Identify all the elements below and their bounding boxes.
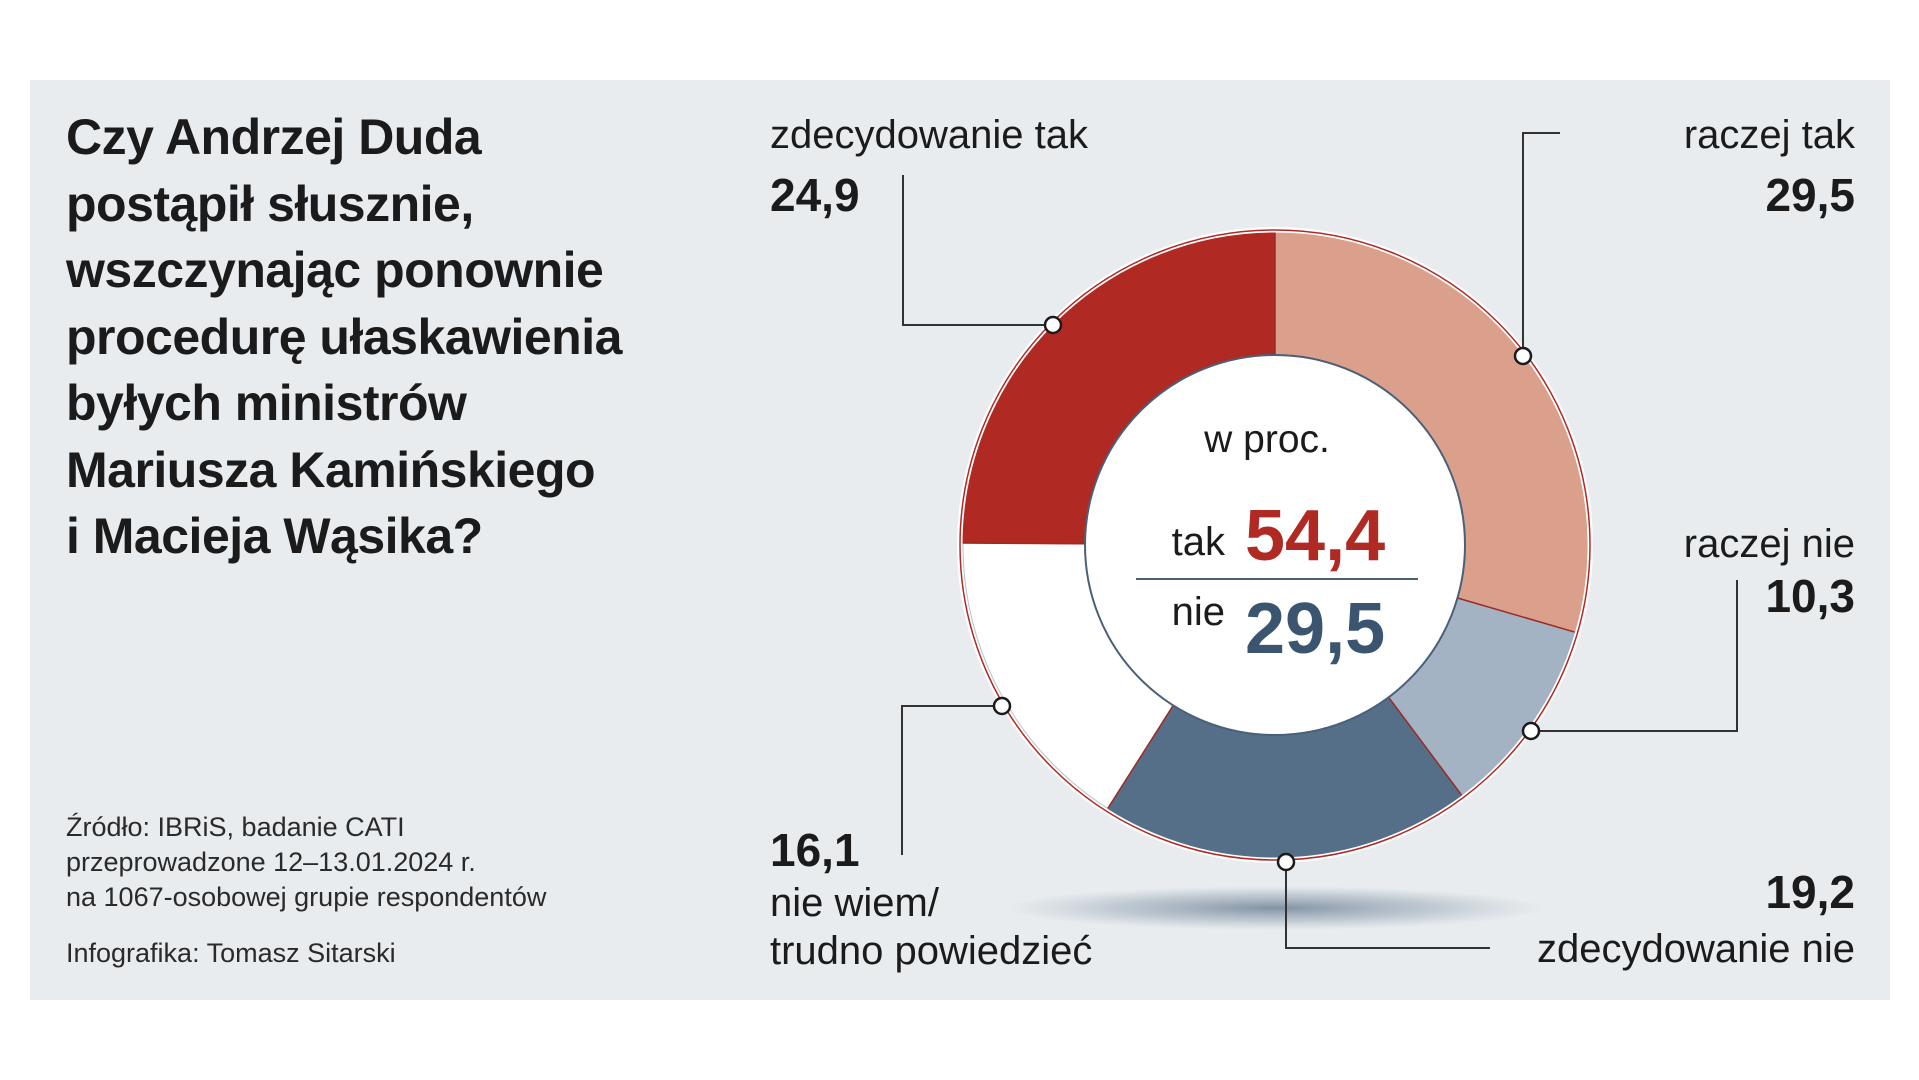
slice-labels: zdecydowanie tak 24,9 raczej tak 29,5 raczej… (770, 113, 1856, 973)
label-raczej-tak: raczej tak (1684, 113, 1856, 157)
donut-slices (962, 232, 1588, 858)
summary-tak-label: tak (1172, 520, 1226, 564)
value-nie-wiem: 16,1 (770, 824, 860, 876)
chart-shadow (1005, 886, 1545, 930)
leader-line (901, 705, 1002, 855)
title-line: i Macieja Wąsika? (66, 508, 483, 564)
label-nie-wiem-line: trudno powiedzieć (770, 929, 1092, 973)
leader-line (1285, 862, 1490, 949)
leader-line (1531, 580, 1738, 732)
value-raczej-nie: 10,3 (1765, 570, 1855, 622)
infographic-credit: Infografika: Tomasz Sitarski (66, 938, 396, 968)
leader-dot (992, 696, 1012, 716)
unit-label: w proc. (1203, 418, 1330, 461)
summary-nie-value: 29,5 (1245, 589, 1385, 669)
title-line: postąpił słusznie, (66, 175, 474, 232)
label-zdecydowanie-nie: zdecydowanie nie (1537, 927, 1855, 971)
source-line: przeprowadzone 12–13.01.2024 r. (66, 847, 476, 878)
summary-nie-label: nie (1172, 590, 1225, 634)
label-zdecydowanie-tak: zdecydowanie tak (770, 113, 1089, 157)
slice-separator (1107, 705, 1174, 809)
leader-dot (1521, 721, 1541, 741)
slice-separator (1457, 597, 1575, 633)
source-note: Źródło: IBRiS, badanie CATI przeprowadzo… (66, 810, 546, 915)
leader-dot (1513, 346, 1533, 366)
title-line: Czy Andrzej Duda (66, 109, 482, 165)
leader-dot (1276, 852, 1296, 872)
title-line: procedurę ułaskawienia (66, 308, 622, 365)
ring-outline (959, 229, 1591, 861)
leader-lines (901, 132, 1738, 949)
title-line: byłych ministrów (66, 375, 467, 431)
label-raczej-nie: raczej nie (1684, 522, 1855, 566)
ring-inner-circle (1084, 354, 1466, 736)
slice-separator (963, 542, 1086, 545)
title-line: Mariusza Kamińskiego (66, 441, 596, 498)
label-nie-wiem-line: nie wiem/ (770, 881, 940, 925)
source-line: Źródło: IBRiS, badanie CATI (66, 812, 405, 842)
value-zdecydowanie-tak: 24,9 (770, 169, 860, 221)
leader-line (902, 175, 1053, 326)
title-line: wszczynając ponownie (66, 242, 604, 298)
question-title: Czy Andrzej Duda postąpił słusznie, wszc… (66, 104, 706, 570)
source-line: na 1067-osobowej grupie respondentów (66, 882, 547, 913)
value-zdecydowanie-nie: 19,2 (1765, 866, 1855, 918)
leader-dot (1043, 315, 1063, 335)
summary-tak-value: 54,4 (1245, 496, 1385, 576)
slice-separator (1388, 696, 1463, 796)
value-raczej-tak: 29,5 (1765, 169, 1855, 221)
leader-line (1522, 132, 1560, 356)
